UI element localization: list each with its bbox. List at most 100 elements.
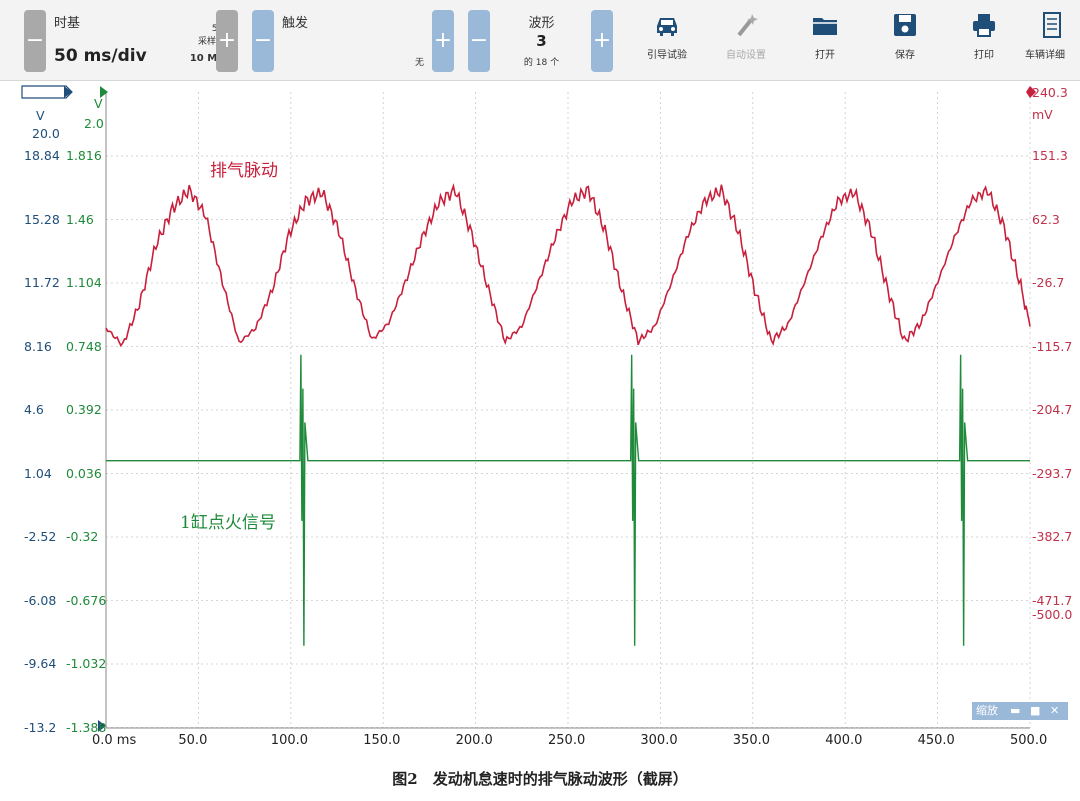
- channel-a-arrow: [64, 86, 72, 98]
- waveform-count: 的 18 个: [523, 58, 560, 68]
- folder-icon: [813, 18, 837, 35]
- left-axis-tick-a: 11.72: [24, 275, 60, 290]
- guided-test-label: 引导试验: [647, 50, 687, 61]
- zoom-close-icon[interactable]: ✕: [1050, 704, 1060, 717]
- auto-setup-button[interactable]: 自动设置: [711, 10, 781, 61]
- left-axis-tick-a: 8.16: [24, 338, 52, 354]
- left-axis-tick-b: 1.816: [66, 148, 102, 163]
- timebase-decrease-button[interactable]: −: [24, 10, 46, 72]
- save-icon: [894, 14, 916, 36]
- timebase-value: 50 ms/div: [54, 46, 147, 66]
- left-axis-range-b: 2.0: [84, 116, 104, 131]
- x-axis-tick: 250.0: [548, 733, 586, 748]
- vehicle-details-label: 车辆详细: [1025, 50, 1065, 61]
- zoom-out-icon[interactable]: ▬: [1010, 704, 1021, 717]
- trigger-value: 无: [414, 58, 424, 68]
- left-axis-unit-b: V: [94, 96, 103, 111]
- x-axis-tick: 50.0: [178, 733, 208, 748]
- print-label: 打印: [974, 50, 994, 61]
- left-axis-tick-a: 1.04: [24, 465, 52, 481]
- x-axis-tick: 200.0: [455, 733, 493, 748]
- vehicle-details-button[interactable]: 车辆详细: [1025, 10, 1080, 61]
- left-axis-tick-b: 0.036: [66, 465, 102, 481]
- ignition-signal-annotation: 1缸点火信号: [180, 513, 276, 533]
- left-axis-tick-a: -2.52: [24, 529, 57, 544]
- left-axis-tick-b: 0.748: [66, 338, 102, 354]
- channel-c-range-marker: [1026, 86, 1036, 98]
- exhaust-pulse-trace: [105, 182, 1031, 348]
- right-axis-tick: 62.3: [1032, 211, 1060, 227]
- trigger-label: 触发: [282, 16, 309, 31]
- right-axis-tick: -115.7: [1032, 338, 1073, 354]
- left-axis-tick-b: -0.676: [66, 592, 107, 608]
- right-axis-tick: -204.7: [1032, 402, 1073, 417]
- x-axis-tick: 0.0 ms: [92, 733, 137, 748]
- trigger-decrease-button[interactable]: −: [252, 10, 274, 72]
- trigger-increase-button[interactable]: +: [432, 10, 454, 72]
- trigger-marker: [98, 720, 106, 732]
- toolbar: − 时基 50 ms/div 样本 5 MS 采样速率 10 MS/s + − …: [0, 0, 1080, 81]
- waveform-value: 3: [536, 32, 547, 50]
- open-button[interactable]: 打开: [790, 10, 860, 61]
- x-axis-tick: 300.0: [640, 733, 678, 748]
- save-label: 保存: [895, 50, 915, 61]
- x-axis-tick: 450.0: [917, 733, 955, 748]
- left-axis-tick-a: -6.08: [24, 592, 57, 608]
- right-axis-tick: -500.0: [1032, 606, 1073, 622]
- print-icon: [973, 14, 995, 37]
- exhaust-pulse-annotation: 排气脉动: [210, 161, 278, 181]
- open-label: 打开: [815, 50, 835, 61]
- x-axis-tick: 350.0: [732, 733, 771, 748]
- right-axis-range: 240.3: [1032, 85, 1068, 100]
- oscilloscope-plot[interactable]: [0, 0, 1080, 752]
- waveform-previous-button[interactable]: −: [468, 10, 490, 72]
- left-axis-tick-b: -0.32: [66, 529, 99, 544]
- right-axis-unit: mV: [1032, 107, 1053, 122]
- zoom-panel[interactable]: 缩放 ▬ ■ ✕: [972, 702, 1068, 720]
- rate-label: 采样速率: [164, 37, 234, 48]
- left-axis-tick-a: 18.84: [24, 148, 60, 163]
- x-axis-tick: 500.0: [1010, 733, 1048, 748]
- left-axis-tick-b: 1.46: [66, 211, 94, 227]
- x-axis-tick: 100.0: [270, 733, 309, 748]
- timebase-increase-button[interactable]: +: [216, 10, 238, 72]
- car-icon: [657, 18, 677, 36]
- zoom-label: 缩放: [976, 704, 998, 717]
- ignition-signal-trace: [106, 354, 1030, 646]
- left-axis-unit-a: V: [36, 108, 45, 123]
- right-axis-tick: -471.7: [1032, 592, 1073, 608]
- x-axis-tick: 150.0: [363, 733, 401, 748]
- left-axis-tick-b: -1.388: [66, 719, 107, 735]
- left-axis-tick-a: -9.64: [24, 656, 57, 671]
- left-axis-tick-b: -1.032: [66, 656, 107, 671]
- document-icon: [1043, 12, 1061, 38]
- right-axis-tick: -382.7: [1032, 529, 1073, 544]
- right-axis-tick: -26.7: [1032, 275, 1065, 290]
- timebase-label: 时基: [54, 16, 81, 31]
- left-axis-range-a: 20.0: [32, 126, 60, 141]
- left-axis-tick-a: 15.28: [24, 211, 60, 227]
- left-axis-tick-b: 0.392: [66, 402, 102, 417]
- waveform-control: − 波形 3 的 18 个 +: [468, 10, 615, 72]
- trigger-control: − 触发 无 +: [252, 10, 454, 72]
- plot-grid: [105, 92, 1031, 729]
- left-axis-tick-a: -13.2: [24, 719, 57, 735]
- print-button[interactable]: 打印: [949, 10, 1019, 61]
- zoom-fit-icon[interactable]: ■: [1030, 704, 1041, 717]
- right-axis-tick: 151.3: [1032, 148, 1068, 163]
- channel-b-arrow: [100, 86, 108, 98]
- waveform-next-button[interactable]: +: [591, 10, 613, 72]
- waveform-label: 波形: [528, 16, 555, 31]
- left-axis-tick-a: 4.6: [24, 402, 44, 417]
- timebase-control: − 时基 50 ms/div 样本 5 MS 采样速率 10 MS/s +: [24, 10, 238, 72]
- save-button[interactable]: 保存: [870, 10, 940, 61]
- right-axis-tick: -293.7: [1032, 465, 1073, 481]
- figure-caption: 图2 发动机怠速时的排气脉动波形（截屏）: [392, 770, 688, 788]
- channel-a-range-marker: [21, 85, 73, 99]
- wand-icon: [737, 14, 758, 37]
- auto-setup-label: 自动设置: [726, 50, 766, 61]
- rate-value: 10 MS/s: [189, 53, 234, 64]
- guided-test-button[interactable]: 引导试验: [632, 10, 702, 61]
- channel-markers: [21, 85, 1036, 732]
- x-axis-tick: 400.0: [825, 733, 863, 748]
